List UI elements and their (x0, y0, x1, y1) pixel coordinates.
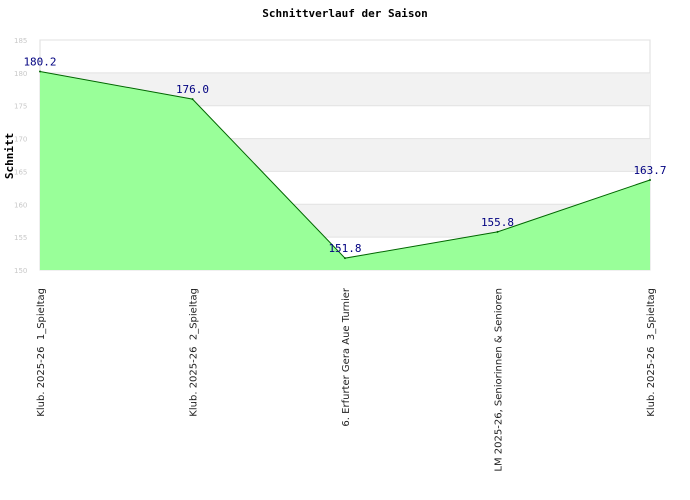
data-point (344, 257, 346, 260)
y-tick-label: 170 (14, 136, 27, 144)
data-label: 176.0 (176, 83, 209, 96)
x-tick-label: 6. Erfurter Gera Aue Turnier (341, 287, 352, 426)
y-tick-label: 185 (14, 37, 27, 45)
y-axis-label: Schnitt (3, 133, 16, 179)
data-label: 151.8 (328, 242, 361, 255)
chart-title: Schnittverlauf der Saison (262, 7, 428, 20)
data-label: 155.8 (481, 216, 514, 229)
y-tick-label: 160 (14, 201, 27, 209)
data-point (39, 70, 41, 73)
data-label: 180.2 (23, 56, 56, 69)
data-point (191, 98, 194, 101)
x-ticks: Klub. 2025-26 1_Spieltag Klub. 2025-26 2_… (36, 287, 657, 471)
x-tick-label: Klub. 2025-26 3_Spieltag (646, 288, 657, 417)
y-tick-label: 165 (14, 168, 27, 176)
y-tick-label: 155 (14, 234, 27, 242)
data-label: 163.7 (633, 164, 666, 177)
data-point (496, 230, 499, 233)
data-labels: 180.2 176.0 151.8 155.8 163.7 (23, 56, 666, 256)
x-tick-label: Klub. 2025-26 1_Spieltag (36, 288, 47, 417)
x-tick-label: LM 2025-26, Seniorinnen & Senioren (494, 288, 505, 472)
area-fill (40, 71, 650, 271)
y-tick-label: 175 (14, 103, 27, 111)
area-layer (39, 70, 651, 271)
data-point (649, 178, 651, 181)
y-tick-label: 150 (14, 267, 27, 275)
y-ticks: 150 155 160 165 170 175 180 185 (14, 37, 27, 275)
y-tick-label: 180 (14, 70, 27, 78)
x-tick-label: Klub. 2025-26 2_Spieltag (189, 288, 200, 417)
